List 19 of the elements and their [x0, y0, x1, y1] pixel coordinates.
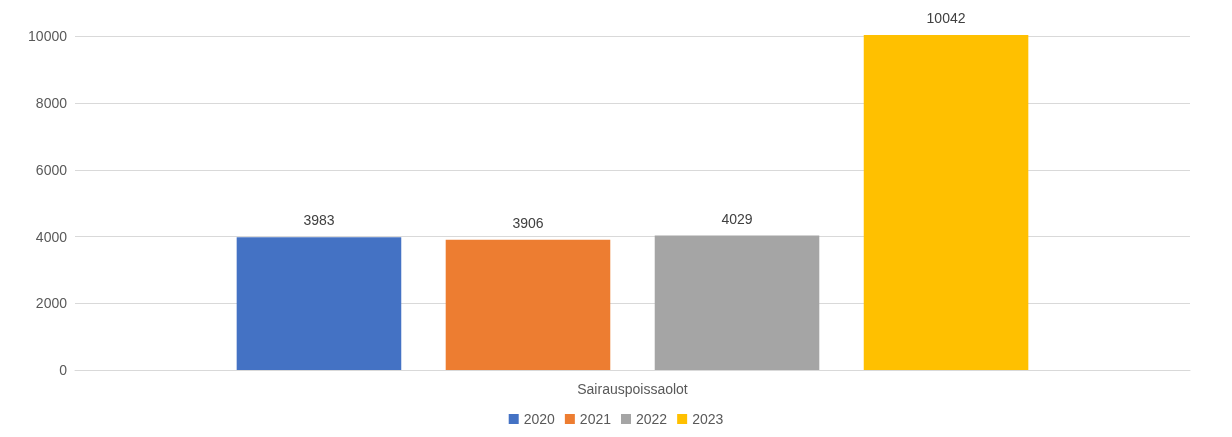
x-tick-label: Sairauspoissaolot: [577, 381, 688, 397]
bar: [863, 35, 1029, 370]
legend-label: 2021: [579, 411, 612, 427]
y-tick-label: 6000: [35, 161, 68, 178]
data-label: 3906: [512, 214, 544, 231]
bar: [236, 237, 402, 370]
bar: [654, 235, 820, 370]
bar: [445, 239, 611, 370]
legend-label: 2022: [636, 411, 668, 427]
legend-label: 2020: [523, 411, 556, 427]
y-tick-label: 4000: [35, 228, 68, 245]
legend-label: 2023: [692, 411, 724, 427]
y-tick-label: 0: [59, 362, 68, 378]
data-label: 3983: [303, 212, 335, 229]
data-label: 10042: [926, 10, 966, 26]
data-label: 4029: [721, 210, 753, 227]
y-tick-label: 10000: [28, 28, 68, 45]
y-tick-label: 8000: [35, 95, 68, 112]
y-tick-label: 2000: [35, 295, 68, 312]
